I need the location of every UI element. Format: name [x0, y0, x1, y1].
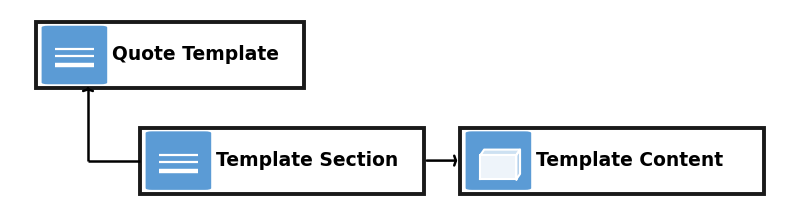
Polygon shape	[481, 155, 516, 179]
Text: Quote Template: Quote Template	[112, 46, 279, 64]
Text: Template Section: Template Section	[216, 151, 398, 170]
FancyBboxPatch shape	[146, 131, 211, 190]
Text: Template Content: Template Content	[536, 151, 723, 170]
FancyBboxPatch shape	[42, 26, 107, 84]
FancyBboxPatch shape	[460, 128, 764, 194]
Polygon shape	[481, 150, 520, 155]
FancyBboxPatch shape	[36, 22, 304, 88]
Polygon shape	[516, 150, 520, 179]
FancyBboxPatch shape	[140, 128, 424, 194]
FancyBboxPatch shape	[466, 131, 531, 190]
